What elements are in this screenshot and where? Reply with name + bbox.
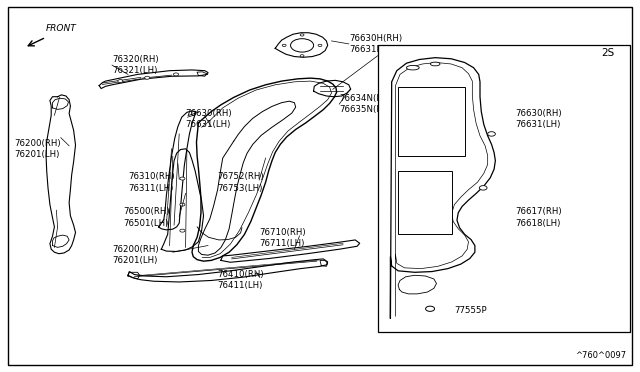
Bar [378, 45, 630, 332]
Circle shape [291, 39, 314, 52]
Circle shape [145, 76, 150, 79]
Text: 76630(RH)
76631(LH): 76630(RH) 76631(LH) [186, 109, 232, 129]
Ellipse shape [406, 65, 419, 70]
Circle shape [426, 306, 435, 311]
Bar [398, 87, 465, 156]
Text: 76617(RH)
76618(LH): 76617(RH) 76618(LH) [515, 208, 562, 228]
Text: 76320(RH)
76321(LH): 76320(RH) 76321(LH) [112, 55, 159, 75]
Text: FRONT: FRONT [46, 24, 77, 33]
Text: 76410(RH)
76411(LH): 76410(RH) 76411(LH) [218, 270, 264, 290]
Text: 76634N(RH)
76635N(LH): 76634N(RH) 76635N(LH) [339, 94, 392, 114]
Circle shape [173, 73, 179, 76]
Circle shape [300, 55, 304, 57]
Text: 76752(RH)
76753(LH): 76752(RH) 76753(LH) [218, 172, 264, 192]
Circle shape [300, 34, 304, 36]
Circle shape [318, 44, 322, 46]
Text: ^760^0097: ^760^0097 [575, 351, 626, 360]
Text: 76200(RH)
76201(LH): 76200(RH) 76201(LH) [112, 245, 159, 265]
Circle shape [282, 44, 286, 46]
Text: 76310(RH)
76311(LH): 76310(RH) 76311(LH) [128, 172, 175, 192]
Text: 76630(RH)
76631(LH): 76630(RH) 76631(LH) [515, 109, 562, 129]
Text: 76200(RH)
76201(LH): 76200(RH) 76201(LH) [14, 139, 61, 159]
Circle shape [180, 203, 185, 206]
Circle shape [488, 132, 495, 136]
Circle shape [180, 229, 185, 232]
Circle shape [118, 80, 123, 83]
Text: 2S: 2S [601, 48, 614, 58]
Text: 76500(RH)
76501(LH): 76500(RH) 76501(LH) [124, 208, 170, 228]
Text: 76710(RH)
76711(LH): 76710(RH) 76711(LH) [259, 228, 306, 248]
Circle shape [180, 177, 185, 180]
Text: 76630H(RH)
76631H(LH): 76630H(RH) 76631H(LH) [349, 34, 402, 54]
Ellipse shape [431, 62, 440, 66]
Text: 77555P: 77555P [454, 306, 487, 315]
Bar [398, 171, 452, 234]
Circle shape [479, 186, 487, 190]
